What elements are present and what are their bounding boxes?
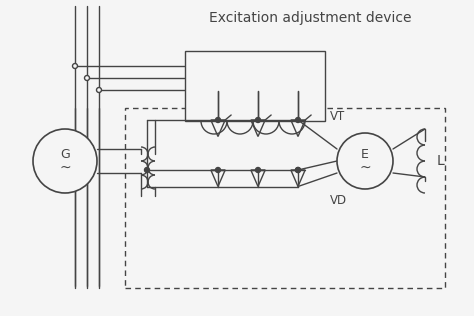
Bar	[185, 51, 325, 121]
Circle shape	[216, 167, 220, 173]
Text: ~: ~	[359, 161, 371, 175]
Circle shape	[33, 129, 97, 193]
Circle shape	[145, 167, 149, 173]
Circle shape	[73, 64, 78, 69]
Text: G: G	[60, 148, 70, 161]
Circle shape	[255, 167, 261, 173]
Circle shape	[97, 88, 101, 93]
Circle shape	[84, 76, 90, 81]
Circle shape	[337, 133, 393, 189]
Text: VD: VD	[330, 195, 347, 208]
Circle shape	[295, 167, 301, 173]
Circle shape	[216, 118, 220, 123]
Text: L: L	[437, 154, 445, 168]
Circle shape	[255, 118, 261, 123]
Bar	[125, 108, 445, 288]
Circle shape	[295, 167, 301, 173]
Text: Excitation adjustment device: Excitation adjustment device	[209, 11, 411, 25]
Text: ~: ~	[59, 161, 71, 175]
Text: VT: VT	[330, 110, 345, 123]
Text: E: E	[361, 149, 369, 161]
Circle shape	[295, 118, 301, 123]
